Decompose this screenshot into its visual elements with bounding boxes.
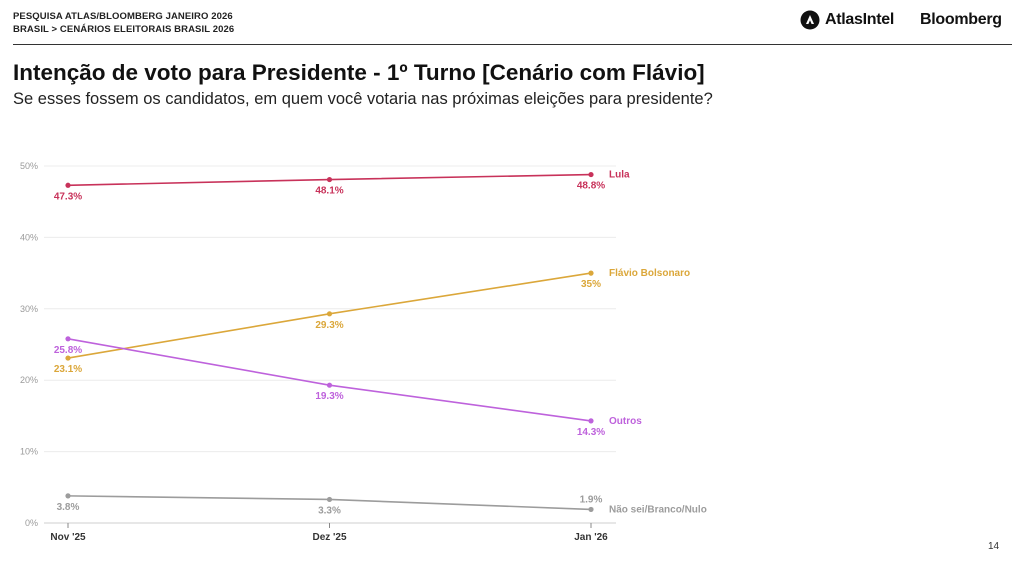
report-header: PESQUISA ATLAS/BLOOMBERG JANEIRO 2026 BR… (13, 10, 234, 36)
chart-series-lines (65, 171, 594, 513)
data-label-lula: 47.3% (54, 191, 82, 202)
data-point-nao_sei (65, 493, 71, 499)
x-tick-label: Jan '26 (574, 532, 608, 543)
page-subtitle: Se esses fossem os candidatos, em quem v… (13, 90, 713, 108)
data-label-flavio: 29.3% (315, 320, 343, 331)
y-tick-label: 10% (20, 447, 38, 457)
chart-labels: 47.3% 48.1% 48.8% Lula 23.1% 29.3% 35% Flávio B… (54, 170, 707, 517)
data-point-lula (588, 171, 594, 178)
series-name-lula: Lula (609, 170, 630, 181)
atlasintel-logo-text: AtlasIntel (825, 11, 895, 28)
data-label-nao_sei: 3.8% (57, 502, 80, 513)
data-point-nao_sei (326, 496, 333, 503)
y-tick-label: 30% (20, 304, 38, 314)
series-name-nao_sei: Não sei/Branco/Nulo (609, 504, 707, 515)
y-tick-label: 0% (25, 518, 38, 528)
data-point-lula (65, 182, 71, 188)
series-name-flavio: Flávio Bolsonaro (609, 268, 690, 279)
data-point-outros (326, 382, 333, 388)
data-point-lula (326, 176, 333, 183)
report-header-line-1: PESQUISA ATLAS/BLOOMBERG JANEIRO 2026 (13, 11, 233, 22)
y-tick-label: 20% (20, 375, 38, 385)
data-point-outros (588, 418, 594, 424)
page-number: 14 (988, 541, 1000, 552)
page-title: Intenção de voto para Presidente - 1º Tu… (13, 60, 705, 85)
data-point-outros (65, 336, 71, 342)
data-label-lula: 48.1% (315, 186, 343, 197)
x-tick-label: Nov '25 (50, 532, 86, 543)
data-label-flavio: 35% (581, 279, 601, 290)
data-label-nao_sei: 3.3% (318, 505, 341, 516)
y-tick-label: 50% (20, 161, 38, 171)
y-tick-label: 40% (20, 232, 38, 242)
header-divider (13, 44, 1012, 45)
chart-gridlines: 0% 10% 20% 30% 40% 50% Nov '25 Dez '25 Jan '26 (20, 161, 616, 543)
x-tick-label: Dez '25 (312, 532, 347, 543)
atlasintel-logo: AtlasIntel (800, 10, 894, 30)
data-point-flavio (65, 355, 71, 361)
data-label-nao_sei: 1.9% (580, 494, 603, 505)
data-label-outros: 14.3% (577, 427, 605, 438)
line-chart: 0% 10% 20% 30% 40% 50% Nov '25 Dez '25 Jan '26 4… (20, 161, 707, 543)
atlasintel-logo-icon (800, 10, 820, 30)
data-label-lula: 48.8% (577, 181, 605, 192)
data-point-flavio (326, 311, 333, 317)
data-point-nao_sei (588, 506, 594, 513)
data-label-outros: 19.3% (315, 391, 343, 402)
series-name-outros: Outros (609, 416, 642, 427)
data-point-flavio (588, 270, 594, 276)
report-header-line-2: BRASIL > CENÁRIOS ELEITORAIS BRASIL 2026 (13, 24, 235, 35)
data-label-flavio: 23.1% (54, 364, 82, 375)
data-label-outros: 25.8% (54, 345, 82, 356)
bloomberg-logo: Bloomberg (920, 11, 1002, 28)
